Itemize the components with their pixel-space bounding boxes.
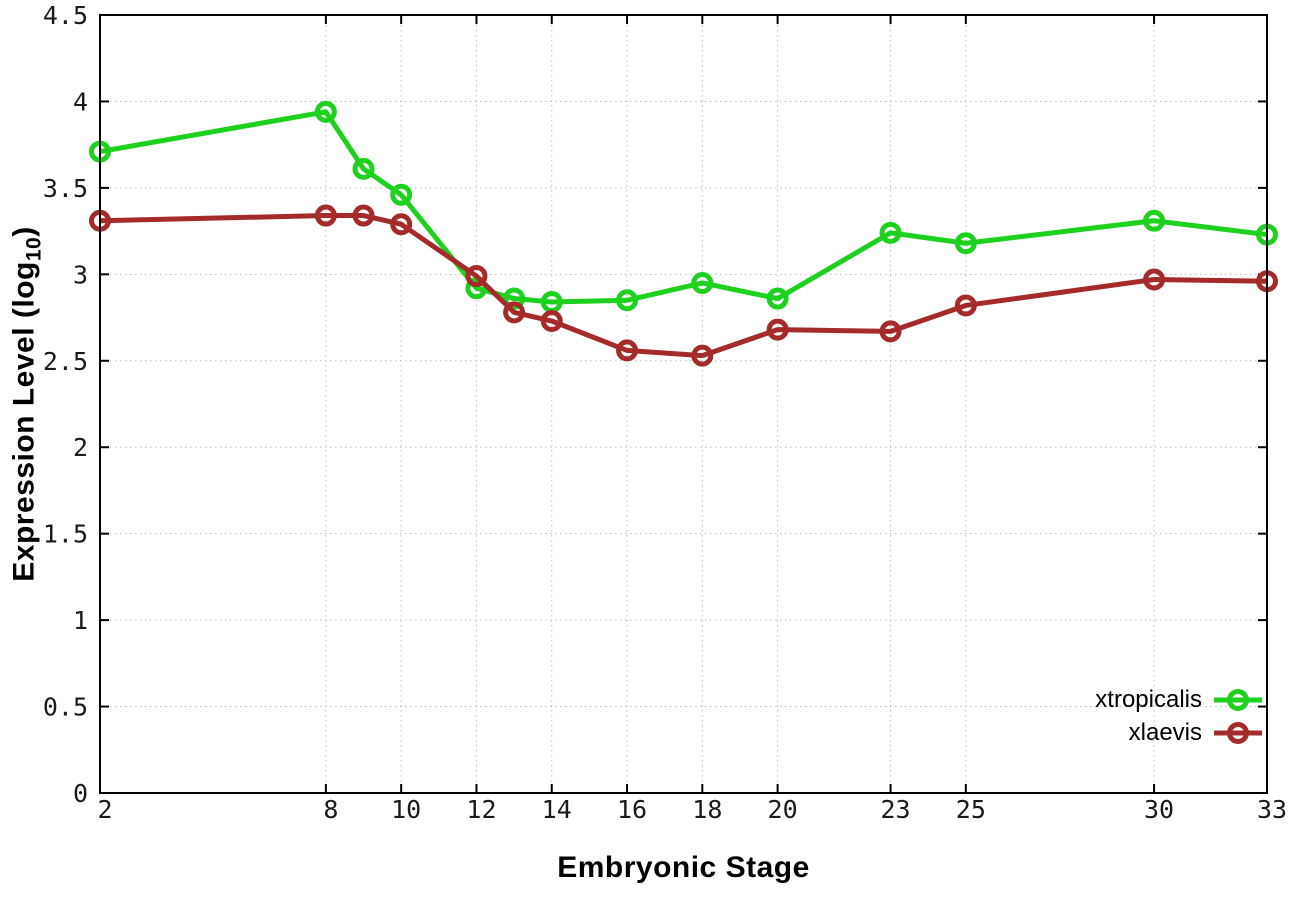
x-tick-label: 33	[1257, 795, 1287, 824]
x-tick-label: 30	[1144, 795, 1174, 824]
y-axis-title-text: Expression Level (log	[7, 261, 41, 582]
data-point-marker	[314, 204, 337, 227]
x-tick-label: 18	[692, 795, 722, 824]
data-point-marker	[1143, 268, 1166, 291]
data-point-marker	[503, 301, 526, 324]
x-tick-label: 2	[97, 795, 112, 824]
y-tick-label: 3.5	[43, 174, 88, 203]
y-tick-label: 0	[73, 779, 88, 808]
y-tick-label: 0.5	[43, 693, 88, 722]
series-xtropicalis	[89, 100, 1278, 313]
y-axis-title-subscript: 10	[22, 236, 46, 262]
data-point-marker	[1143, 209, 1166, 232]
series-xlaevis	[89, 204, 1278, 367]
data-point-marker	[954, 232, 977, 255]
gridlines	[99, 14, 1268, 794]
x-tick-label: 20	[768, 795, 798, 824]
y-tick-label: 4	[73, 87, 88, 116]
data-point-marker	[352, 204, 375, 227]
y-tick-label: 4.5	[43, 1, 88, 30]
x-axis-title: Embryonic Stage	[557, 851, 810, 884]
data-point-marker	[465, 265, 488, 288]
y-tick-label: 1	[73, 606, 88, 635]
legend-label-xlaevis: xlaevis	[1128, 718, 1202, 746]
x-tick-label: 16	[617, 795, 647, 824]
x-tick-label: 10	[391, 795, 421, 824]
data-point-marker	[352, 157, 375, 180]
data-point-marker	[390, 213, 413, 236]
legend-marker-xtropicalis	[1214, 688, 1262, 711]
series-line	[99, 109, 1268, 305]
y-tick-label: 3	[73, 260, 88, 289]
data-point-marker	[503, 287, 526, 310]
data-point-marker	[691, 344, 714, 367]
legend-item-xtropicalis: xtropicalis	[1095, 683, 1264, 716]
data-point-marker	[540, 310, 563, 333]
y-tick-labels: 0 0.5 1 1.5 2 2.5 3 3.5 4 4.5	[43, 1, 88, 808]
plot-border	[99, 14, 1268, 794]
data-point-marker	[616, 339, 639, 362]
y-axis-title-suffix: )	[7, 226, 41, 237]
data-point-marker	[879, 320, 902, 343]
data-point-marker	[390, 183, 413, 206]
x-tick-labels: 2 8 10 12 14 16 18 20 23 25 30 33	[97, 795, 1287, 824]
data-point-marker	[691, 271, 714, 294]
data-point-marker	[954, 294, 977, 317]
x-tick-label: 25	[956, 795, 986, 824]
y-tick-label: 2	[73, 433, 88, 462]
data-point-marker	[314, 100, 337, 123]
x-tick-label: 8	[323, 795, 338, 824]
data-point-marker	[616, 289, 639, 312]
legend-label-xtropicalis: xtropicalis	[1095, 685, 1202, 713]
legend-marker-xlaevis	[1214, 721, 1262, 744]
data-point-marker	[766, 287, 789, 310]
data-point-marker	[879, 221, 902, 244]
data-point-marker	[465, 277, 488, 300]
y-tick-label: 1.5	[43, 520, 88, 549]
x-tick-label: 23	[880, 795, 910, 824]
axis-ticks	[99, 14, 1268, 794]
legend-item-xlaevis: xlaevis	[1095, 716, 1264, 749]
y-tick-label: 2.5	[43, 347, 88, 376]
x-tick-label: 14	[542, 795, 572, 824]
legend: xtropicalis xlaevis	[1095, 683, 1264, 749]
x-tick-label: 12	[466, 795, 496, 824]
y-axis-title: Expression Level (log10)	[8, 226, 47, 581]
data-point-marker	[766, 318, 789, 341]
